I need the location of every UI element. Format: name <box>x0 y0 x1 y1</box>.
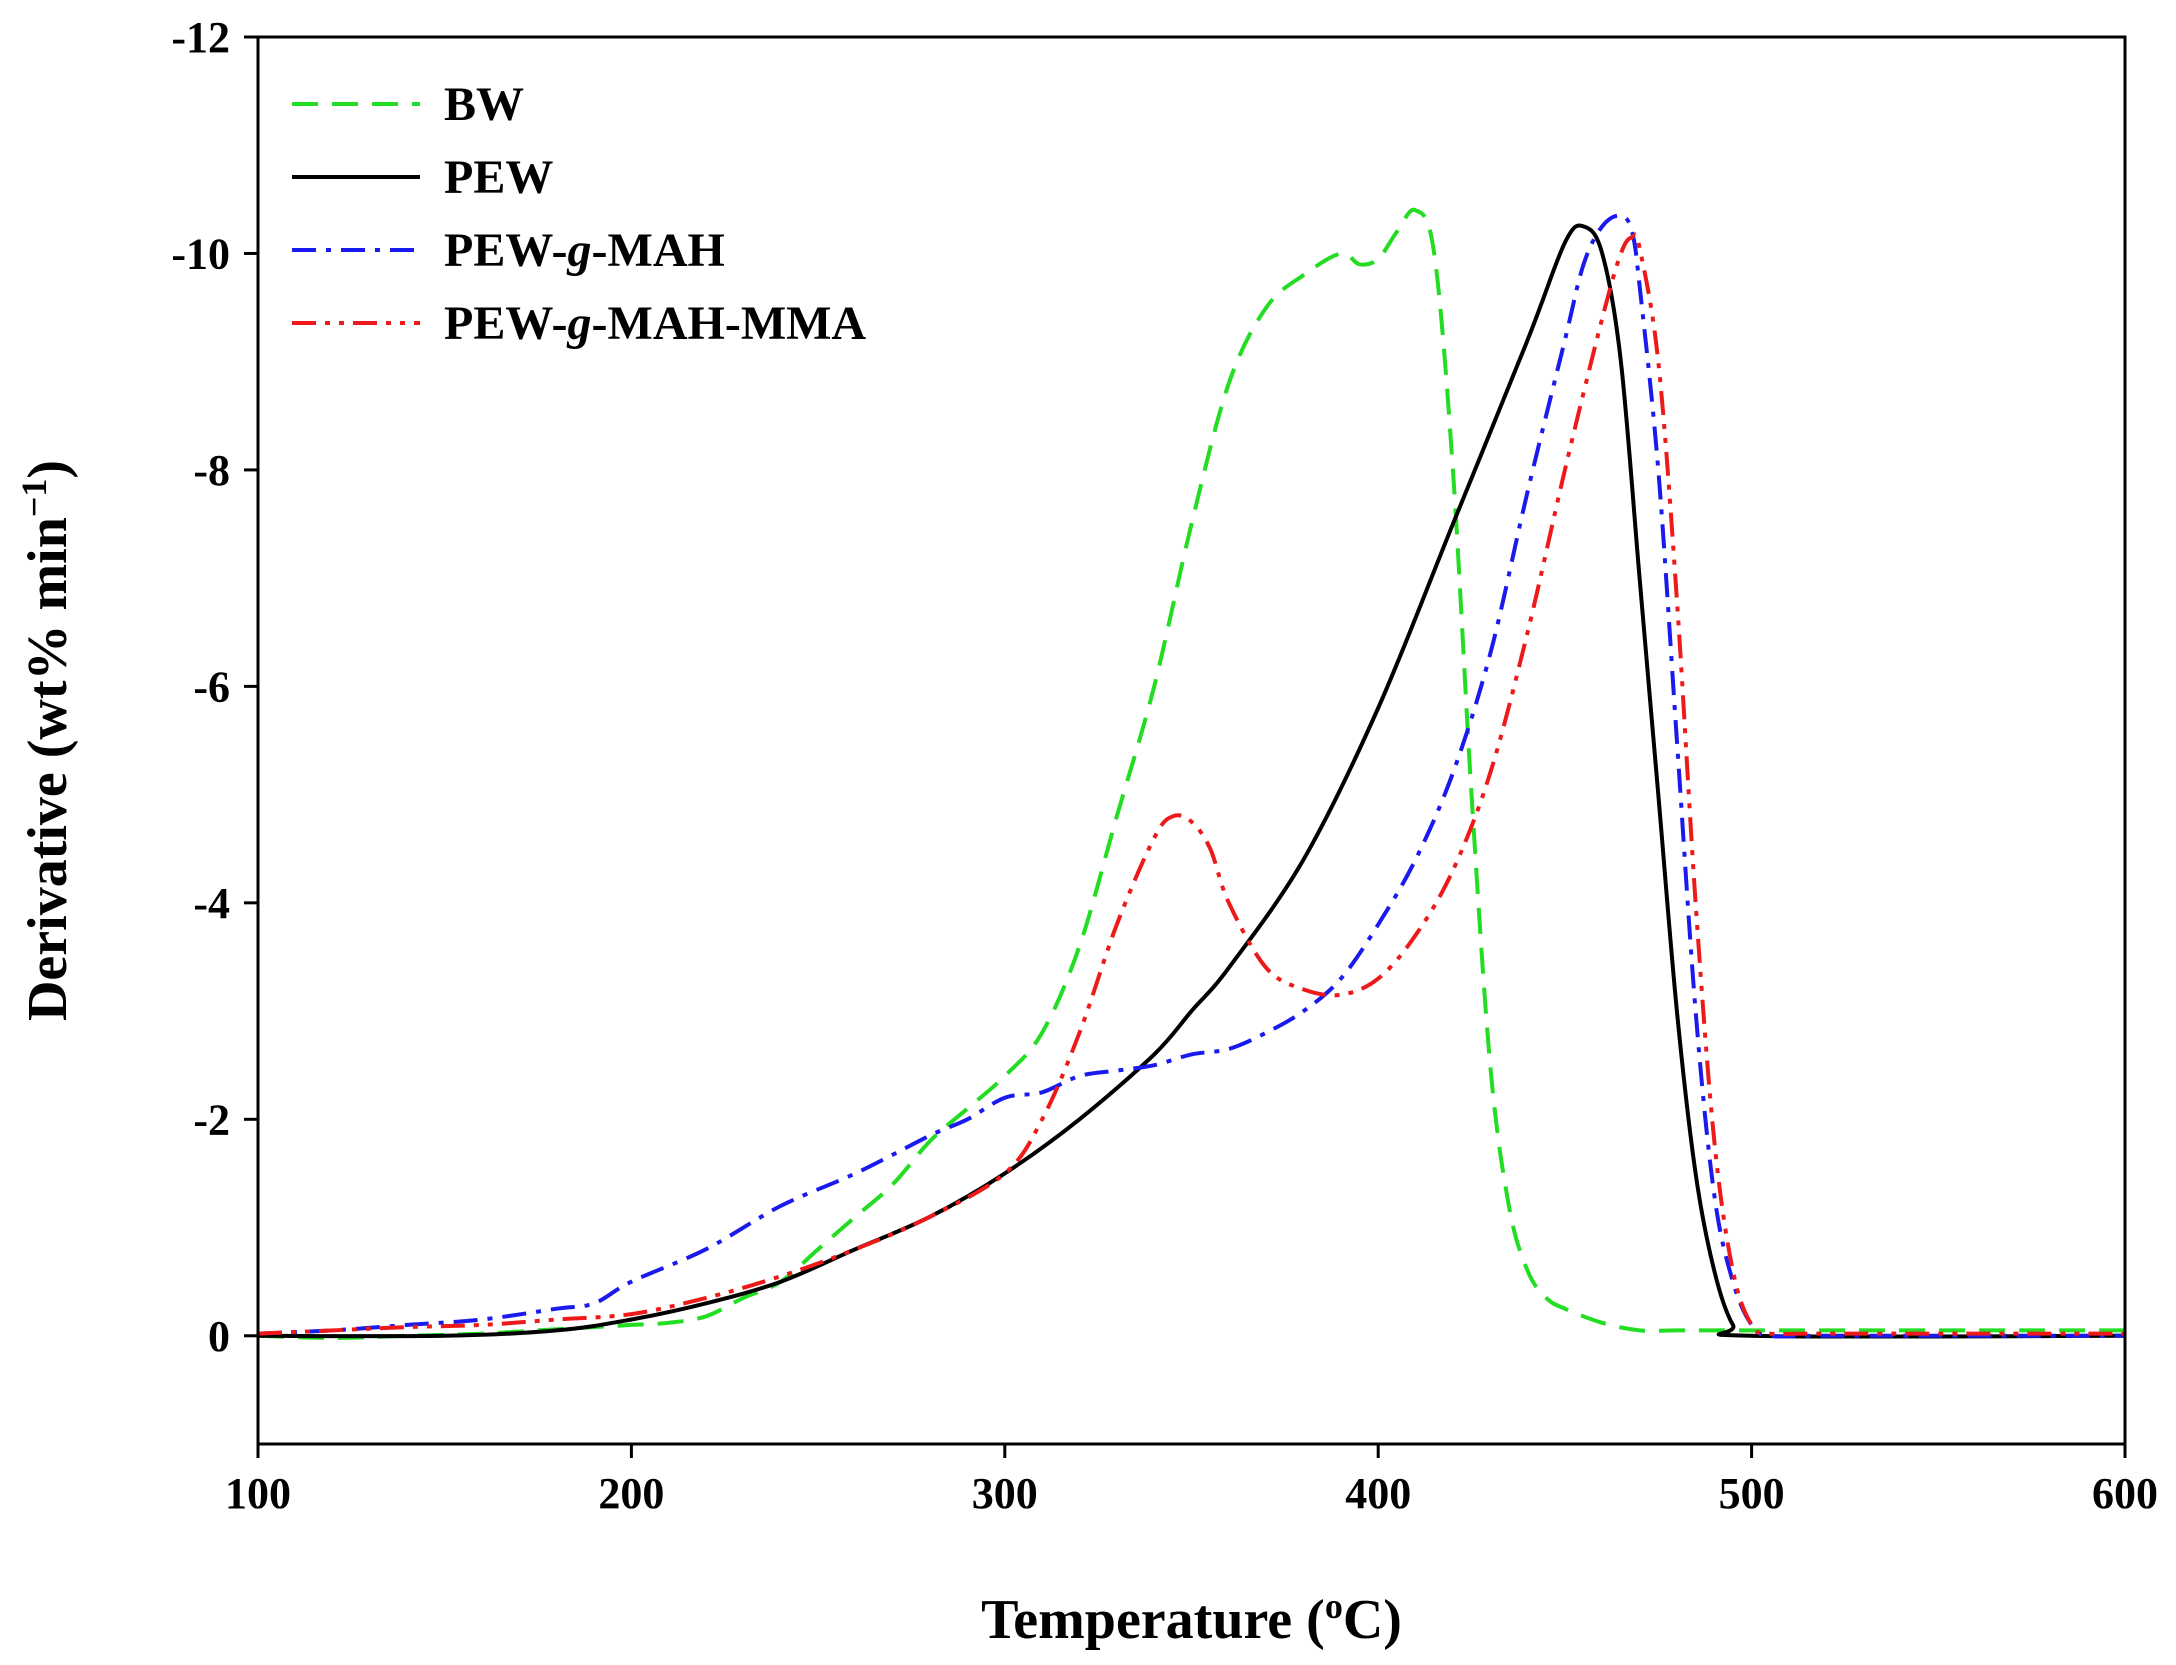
y-tick-label: -4 <box>193 879 230 928</box>
series-line-pew-g-mah-mma <box>257 232 2125 1337</box>
legend-label-pew: PEW <box>444 151 553 204</box>
series-line-bw <box>257 207 2125 1340</box>
series-line-pew <box>257 223 2126 1339</box>
legend: BW PEW PEW-g-MAH PEW-g-MAH-MMA <box>292 78 866 350</box>
x-tick-label: 100 <box>225 1469 291 1518</box>
plot-frame <box>256 35 2127 1446</box>
x-tick-label: 600 <box>2092 1469 2158 1518</box>
x-tick-label: 300 <box>972 1469 1038 1518</box>
y-tick-label: -10 <box>171 229 230 278</box>
y-tick-label: 0 <box>208 1312 230 1361</box>
x-tick-label: 400 <box>1345 1469 1411 1518</box>
y-axis: 0 -2 -4 -6 -8 -10 -12 <box>171 13 258 1361</box>
series-line-pew-g-mah <box>257 213 2125 1339</box>
x-axis-title-sup: o <box>1325 1586 1343 1626</box>
legend-label-bw: BW <box>444 78 524 131</box>
y-tick-label: -2 <box>193 1095 230 1144</box>
y-tick-label: -6 <box>193 662 230 711</box>
x-tick-label: 200 <box>598 1469 664 1518</box>
legend-label-pew-g-mah-mma: PEW-g-MAH-MMA <box>444 297 866 350</box>
x-axis: 100 200 300 400 500 600 <box>225 1444 2158 1518</box>
y-tick-label: -8 <box>193 446 230 495</box>
y-axis-title-sup: −1 <box>14 479 54 518</box>
x-axis-title: Temperature (oC) <box>981 1586 1402 1651</box>
legend-label-pew-g-mah: PEW-g-MAH <box>444 224 725 277</box>
plot-series <box>257 207 2126 1340</box>
y-axis-title: Derivative (wt% min−1) <box>14 460 79 1021</box>
x-tick-label: 500 <box>1719 1469 1785 1518</box>
y-tick-label: -12 <box>171 13 230 62</box>
